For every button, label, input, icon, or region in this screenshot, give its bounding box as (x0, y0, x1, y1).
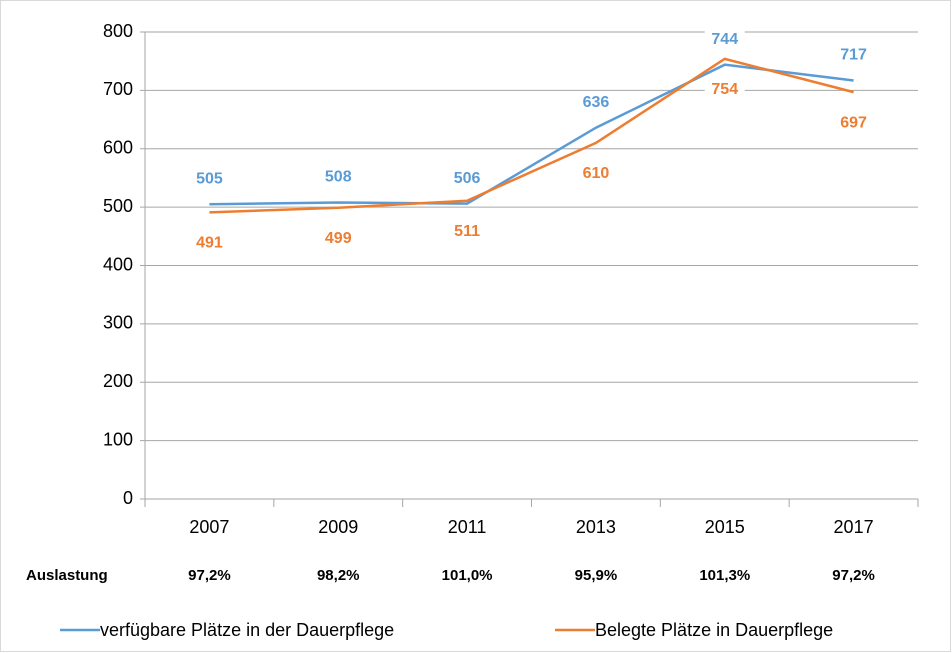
y-tick-label: 800 (103, 21, 133, 41)
label-bg (447, 167, 488, 190)
data-label: 754 (711, 81, 738, 98)
legend-label: Belegte Plätze in Dauerpflege (595, 620, 833, 640)
label-bg (318, 227, 359, 250)
label-bg (575, 162, 616, 185)
series-line (209, 57, 854, 214)
x-tick-label: 2007 (189, 517, 229, 537)
data-label: 717 (840, 47, 867, 64)
row-value: 98,2% (317, 567, 360, 584)
y-tick-label: 300 (103, 313, 133, 333)
data-label: 744 (711, 31, 738, 48)
label-bg (704, 28, 745, 51)
label-bg (833, 112, 874, 135)
data-label: 506 (454, 170, 481, 187)
row-value: 101,0% (442, 567, 493, 584)
data-label: 636 (583, 94, 610, 111)
x-tick-label: 2011 (448, 517, 487, 537)
label-bg (189, 232, 230, 255)
data-label: 508 (325, 169, 352, 186)
x-tick-label: 2009 (318, 517, 358, 537)
data-label: 610 (583, 165, 610, 182)
x-tick-label: 2015 (705, 517, 745, 537)
legend-label: verfügbare Plätze in der Dauerpflege (100, 620, 394, 640)
x-tick-label: 2017 (834, 517, 874, 537)
y-tick-label: 400 (103, 254, 133, 274)
label-bg (704, 78, 745, 101)
y-tick-label: 100 (103, 429, 133, 449)
label-bg (575, 91, 616, 114)
y-tick-label: 600 (103, 138, 133, 158)
y-tick-label: 500 (103, 196, 133, 216)
y-tick-label: 200 (103, 371, 133, 391)
y-tick-label: 700 (103, 79, 133, 99)
row-value: 97,2% (832, 567, 875, 584)
row-label: Auslastung (26, 567, 108, 584)
data-label: 697 (840, 114, 867, 131)
label-bg (318, 166, 359, 189)
y-tick-label: 0 (123, 488, 133, 508)
row-value: 101,3% (699, 567, 750, 584)
row-value: 97,2% (188, 567, 231, 584)
data-label: 511 (454, 223, 480, 240)
label-bg (833, 44, 874, 67)
data-label: 505 (196, 170, 223, 187)
data-label: 499 (325, 230, 352, 247)
label-bg (189, 168, 230, 191)
data-label: 491 (196, 235, 223, 252)
x-tick-label: 2013 (576, 517, 616, 537)
series-line (209, 63, 854, 206)
label-bg (447, 220, 488, 243)
row-value: 95,9% (575, 567, 618, 584)
